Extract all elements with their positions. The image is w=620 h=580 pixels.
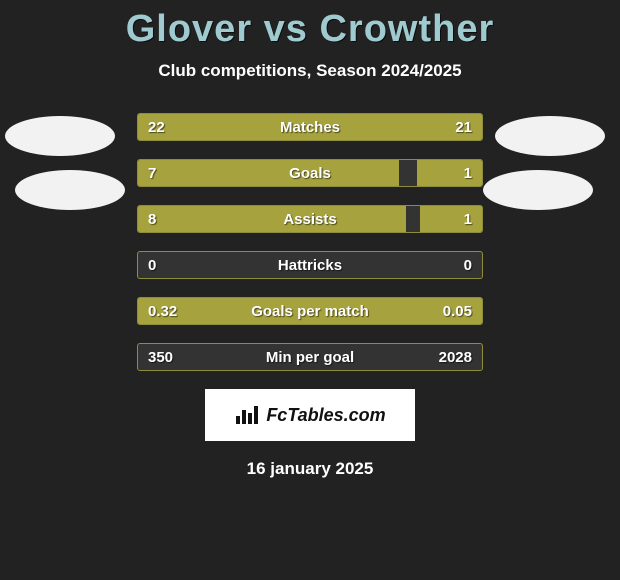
player-left-avatar-1 bbox=[5, 116, 115, 156]
snapshot-date: 16 january 2025 bbox=[0, 459, 620, 479]
source-logo-text: FcTables.com bbox=[266, 405, 385, 426]
stat-row: 00Hattricks bbox=[137, 251, 483, 279]
source-logo: FcTables.com bbox=[205, 389, 415, 441]
stat-label: Assists bbox=[138, 206, 482, 233]
stat-label: Min per goal bbox=[138, 344, 482, 371]
stat-label: Hattricks bbox=[138, 252, 482, 279]
player-right-avatar-1 bbox=[495, 116, 605, 156]
stat-row: 3502028Min per goal bbox=[137, 343, 483, 371]
stat-label: Matches bbox=[138, 114, 482, 141]
stat-label: Goals bbox=[138, 160, 482, 187]
stat-label: Goals per match bbox=[138, 298, 482, 325]
bars-icon bbox=[234, 404, 260, 426]
player-left-avatar-2 bbox=[15, 170, 125, 210]
stat-row: 2221Matches bbox=[137, 113, 483, 141]
stat-rows: 2221Matches 71Goals 81Assists 00Hattricks 0.… bbox=[137, 113, 483, 371]
stat-row: 0.320.05Goals per match bbox=[137, 297, 483, 325]
stat-row: 71Goals bbox=[137, 159, 483, 187]
subtitle: Club competitions, Season 2024/2025 bbox=[0, 61, 620, 81]
player-right-avatar-2 bbox=[483, 170, 593, 210]
page-title: Glover vs Crowther bbox=[0, 0, 620, 51]
stat-row: 81Assists bbox=[137, 205, 483, 233]
